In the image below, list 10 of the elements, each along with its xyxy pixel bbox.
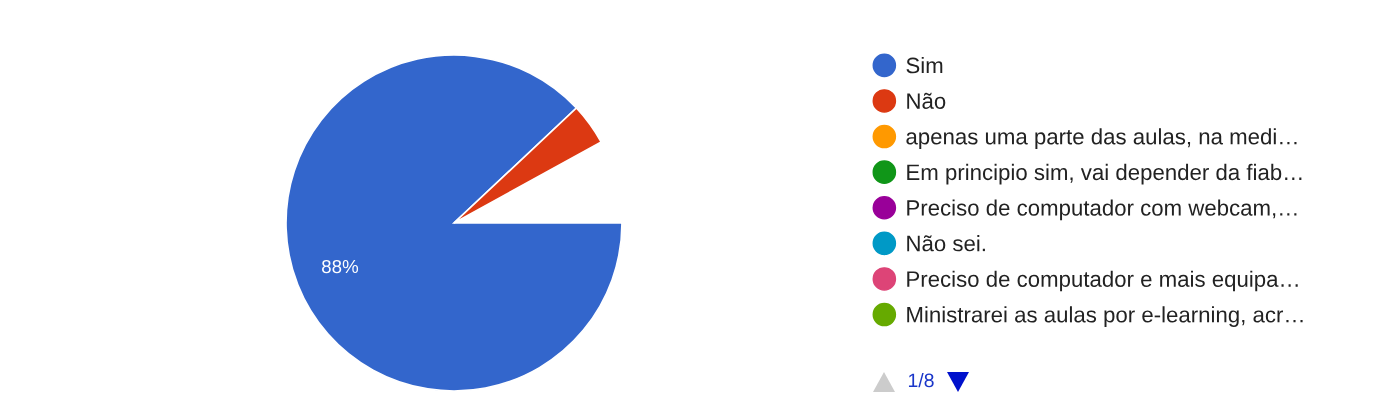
data-label: 88%: [322, 259, 359, 274]
legend-label: Preciso de computador com webcam,…: [907, 199, 1297, 221]
legend-label: Sim: [906, 57, 943, 74]
legend-label: apenas uma parte das aulas, na medi…: [906, 128, 1297, 149]
text: 1/8: [908, 372, 934, 388]
legend-label: Em principio sim, vai depender da fiab…: [907, 163, 1302, 185]
legend-label: Ministrarei as aulas por e-learning, acr…: [907, 306, 1303, 327]
legend-label: Não sei.: [907, 235, 985, 252]
legend-label: Não: [907, 92, 946, 109]
legend-label: Preciso de computador e mais equipa…: [907, 270, 1298, 292]
